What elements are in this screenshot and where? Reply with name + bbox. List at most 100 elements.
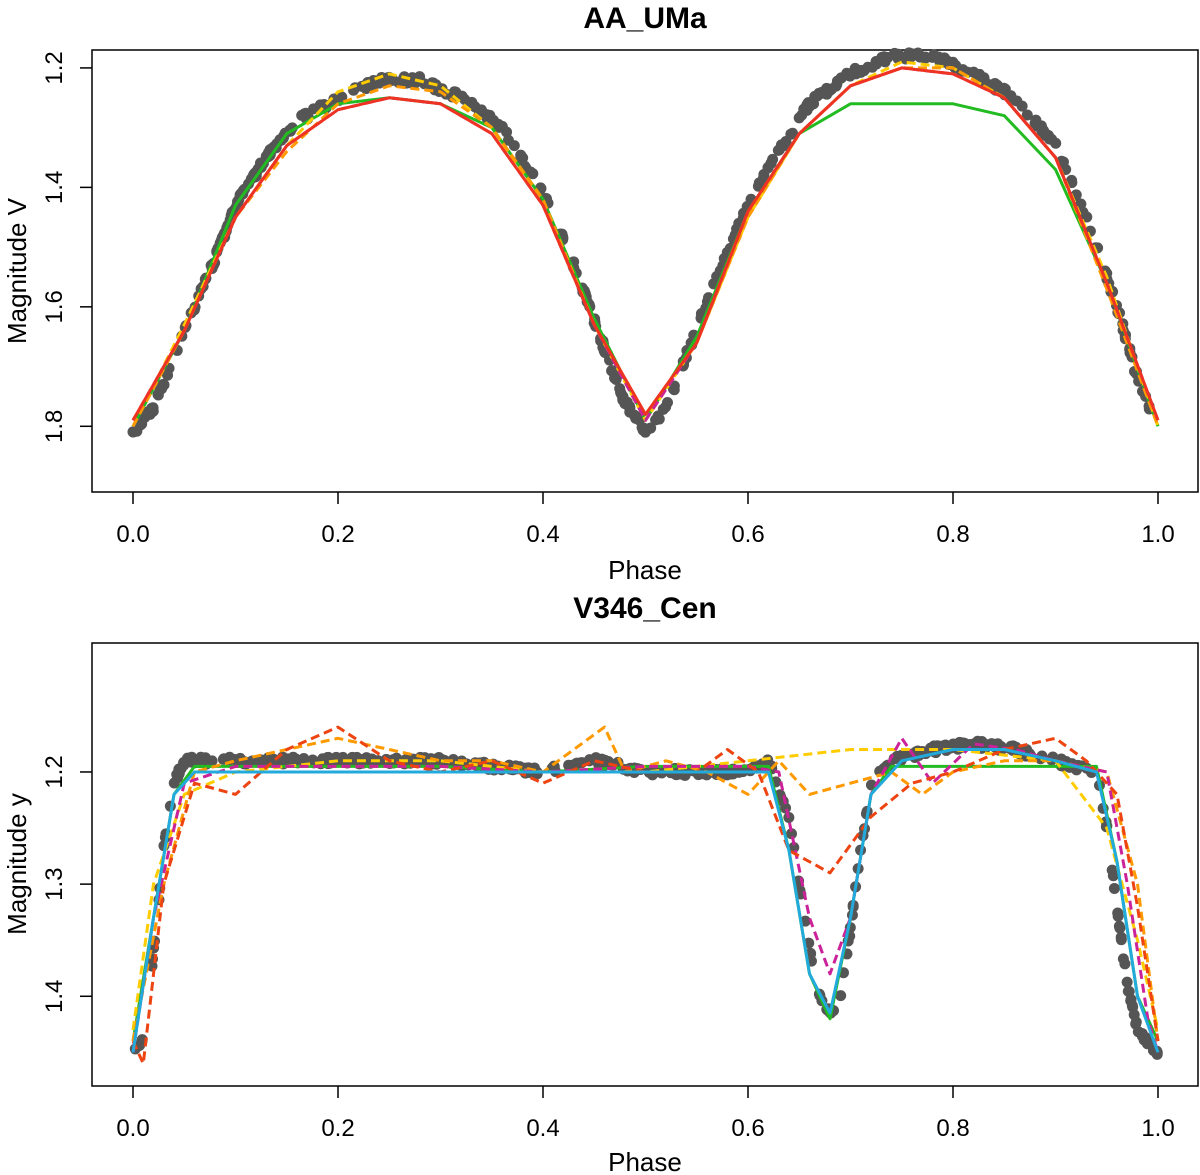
x-tick-label: 0.4 xyxy=(526,521,559,548)
data-point xyxy=(883,760,895,772)
data-point xyxy=(619,398,631,410)
observations-v346-cen xyxy=(129,735,1163,1060)
model-curve-series-0 xyxy=(131,764,1160,1042)
data-point xyxy=(835,990,847,1002)
plot-frame-aa-uma xyxy=(91,49,1199,493)
x-tick-label: 0.4 xyxy=(526,1115,559,1142)
data-point xyxy=(563,760,575,772)
data-point xyxy=(844,70,856,82)
x-axis-label-aa-uma: Phase xyxy=(608,555,682,585)
data-point xyxy=(639,426,651,438)
data-point xyxy=(158,379,170,391)
y-tick-label: 1.4 xyxy=(41,980,68,1013)
x-tick-label: 0.6 xyxy=(731,521,764,548)
data-point xyxy=(147,402,159,414)
data-point xyxy=(888,48,900,60)
data-point xyxy=(992,81,1004,93)
model-curves-aa-uma xyxy=(131,60,1160,428)
data-point xyxy=(793,112,805,124)
y-axis-label-v346-cen: Magnitude y xyxy=(2,793,32,935)
data-point xyxy=(475,104,487,116)
model-curve-series-1 xyxy=(131,748,1160,1031)
data-point xyxy=(1021,109,1033,121)
data-point xyxy=(1106,864,1118,876)
data-point xyxy=(171,769,183,781)
model-curves-v346-cen xyxy=(131,725,1160,1066)
data-point xyxy=(515,149,527,161)
data-point xyxy=(1130,1016,1142,1028)
data-point xyxy=(1121,976,1133,988)
data-point xyxy=(368,79,380,91)
data-point xyxy=(502,134,514,146)
data-point xyxy=(1081,211,1093,223)
data-point xyxy=(786,828,798,840)
data-point xyxy=(809,90,821,102)
y-tick-label: 1.8 xyxy=(41,410,68,443)
data-point xyxy=(255,755,267,767)
model-curve-series-3 xyxy=(131,736,1160,1053)
data-point xyxy=(652,410,664,422)
x-tick-label: 0.2 xyxy=(321,521,354,548)
data-point xyxy=(1057,156,1069,168)
data-point xyxy=(1066,177,1078,189)
data-point xyxy=(901,51,913,63)
data-point xyxy=(1126,999,1138,1011)
y-tick-label: 1.2 xyxy=(41,51,68,84)
x-tick-label: 1.0 xyxy=(1141,521,1174,548)
data-point xyxy=(448,86,460,98)
data-point xyxy=(780,137,792,149)
panel-v346-cen: V346_Cen 0.0 0.2 0.4 0.6 0.8 1.0 1.2 1.3 1.4 Pha… xyxy=(2,592,1199,1175)
model-curve-series-3 xyxy=(131,66,1160,422)
data-point xyxy=(191,755,203,767)
data-point xyxy=(134,419,146,431)
data-point xyxy=(1115,934,1127,946)
data-point xyxy=(668,382,680,394)
data-point xyxy=(1030,114,1042,126)
x-tick-label: 1.0 xyxy=(1141,1115,1174,1142)
y-tick-label: 1.6 xyxy=(41,290,68,323)
data-point xyxy=(1050,137,1062,149)
x-tick-label: 0.6 xyxy=(731,1115,764,1142)
data-point xyxy=(281,755,293,767)
data-point xyxy=(501,126,513,138)
data-point xyxy=(777,795,789,807)
x-tick-label: 0.0 xyxy=(116,1115,149,1142)
data-point xyxy=(606,365,618,377)
data-point xyxy=(1114,922,1126,934)
model-curve-series-4 xyxy=(131,66,1160,422)
data-point xyxy=(958,737,970,749)
data-point xyxy=(824,85,836,97)
plot-frame-v346-cen xyxy=(91,642,1199,1087)
data-point xyxy=(866,61,878,73)
data-point xyxy=(979,739,991,751)
x-axis-label-v346-cen: Phase xyxy=(608,1147,682,1175)
axis-ticks-v346-cen: 0.0 0.2 0.4 0.6 0.8 1.0 1.2 1.3 1.4 xyxy=(41,755,1175,1142)
axis-ticks-aa-uma: 0.0 0.2 0.4 0.6 0.8 1.0 1.2 1.4 1.6 1.8 xyxy=(41,51,1175,548)
data-point xyxy=(614,383,626,395)
data-point xyxy=(1042,130,1054,142)
panel-aa-uma: AA_UMa 0.0 0.2 0.4 0.6 0.8 1.0 1.2 1.4 1.6 1.8 Ph… xyxy=(2,2,1199,585)
x-tick-label: 0.2 xyxy=(321,1115,354,1142)
y-tick-label: 1.4 xyxy=(41,171,68,204)
chart-title-v346-cen: V346_Cen xyxy=(573,592,716,625)
data-point xyxy=(787,127,799,139)
observations-aa-uma xyxy=(127,47,1155,438)
data-point xyxy=(1108,882,1120,894)
x-tick-label: 0.8 xyxy=(936,521,969,548)
x-tick-label: 0.0 xyxy=(116,521,149,548)
data-point xyxy=(855,66,867,78)
data-point xyxy=(162,369,174,381)
data-point xyxy=(1112,910,1124,922)
data-point xyxy=(1119,958,1131,970)
data-point xyxy=(876,51,888,63)
data-point xyxy=(762,162,774,174)
data-point xyxy=(914,51,926,63)
data-point xyxy=(267,753,279,765)
data-point xyxy=(772,144,784,156)
y-tick-label: 1.2 xyxy=(41,755,68,788)
x-tick-label: 0.8 xyxy=(936,1115,969,1142)
data-point xyxy=(968,66,980,78)
y-axis-label-aa-uma: Magnitude V xyxy=(2,197,32,344)
model-curve-series-5 xyxy=(131,748,1160,1053)
